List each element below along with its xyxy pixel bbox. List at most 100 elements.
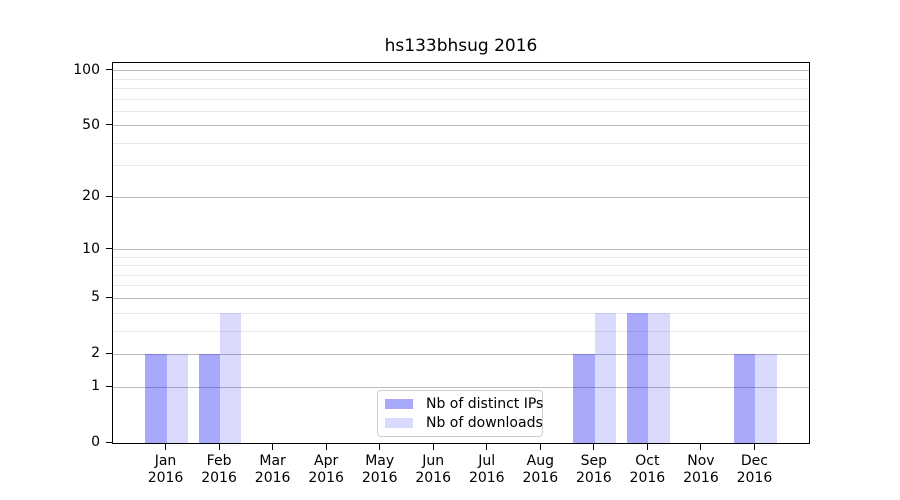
x-tick-month: Mar [259,453,286,469]
x-tick-year: 2016 [201,470,237,486]
x-tick-month: May [365,453,395,469]
x-tick-year: 2016 [415,470,452,486]
minor-gridline [113,312,809,314]
y-axis: 0 1 2 5 10 20 50 100 [0,61,112,450]
x-tick-month: Jun [422,453,445,469]
legend-label: Nb of distinct IPs [426,396,544,412]
x-tick-mark [646,444,648,450]
x-tick-year: 2016 [147,470,184,486]
y-tick-mark [106,248,112,250]
minor-gridline [113,78,809,80]
x-tick-year: 2016 [576,470,612,486]
major-gridline [113,70,809,72]
minor-gridline [113,142,809,144]
minor-gridline [113,274,809,276]
y-tick-mark [106,195,112,197]
x-tick-year: 2016 [468,470,505,486]
plot-area [112,62,810,444]
bar [145,354,167,443]
x-tick-mark [165,444,167,450]
x-tick-month: Apr [314,453,339,469]
x-tick-month: Sep [580,453,608,469]
y-tick-label: 50 [82,116,100,133]
x-tick-label: Mar 2016 [255,453,291,487]
minor-gridline [113,87,809,89]
y-tick-mark [106,352,112,354]
x-tick-year: 2016 [683,470,719,486]
x-tick-mark [272,444,274,450]
x-tick-label: Jan 2016 [148,453,184,487]
bar [648,313,670,443]
minor-gridline [113,330,809,332]
bar [755,354,777,443]
legend-swatch [385,399,413,409]
y-tick-label: 10 [82,240,100,257]
x-tick-label: May 2016 [362,453,398,487]
x-tick-month: Oct [635,453,660,469]
minor-gridline [113,165,809,167]
y-tick-label: 5 [91,289,100,306]
y-tick-label: 100 [73,61,100,78]
y-tick-mark [106,124,112,126]
x-tick-year: 2016 [736,470,773,486]
major-gridline [113,196,809,198]
x-tick-year: 2016 [522,470,559,486]
x-tick-month: Aug [526,453,554,469]
x-tick-mark [379,444,381,450]
x-tick-month: Jan [154,453,177,469]
x-tick-mark [753,444,755,450]
major-gridline [113,386,809,388]
x-tick-mark [593,444,595,450]
x-tick-mark [325,444,327,450]
x-tick-label: Dec 2016 [737,453,773,487]
x-tick-year: 2016 [308,470,344,486]
major-gridline [113,297,809,299]
x-tick-label: Apr 2016 [308,453,344,487]
x-tick-mark [218,444,220,450]
minor-gridline [113,265,809,267]
y-tick-label: 0 [91,434,100,450]
x-tick-mark [700,444,702,450]
bar [198,354,221,443]
x-tick-month: Dec [740,453,768,469]
legend-item: Nb of downloads [385,415,543,431]
x-tick-month: Nov [687,453,715,469]
x-tick-mark [432,444,434,450]
x-tick-year: 2016 [361,470,398,486]
minor-gridline [113,98,809,100]
y-tick-mark [106,69,112,71]
x-tick-year: 2016 [629,470,666,486]
x-tick-label: Aug 2016 [522,453,558,487]
y-tick-label: 2 [91,345,100,362]
x-tick-mark [486,444,488,450]
x-tick-label: Oct 2016 [630,453,666,487]
x-tick-label: Jul 2016 [469,453,505,487]
x-tick-label: Nov 2016 [683,453,719,487]
y-tick-mark [106,385,112,387]
legend: Nb of distinct IPs Nb of downloads [377,390,543,437]
minor-gridline [113,256,809,258]
x-tick-mark [539,444,541,450]
y-tick-mark [106,441,112,443]
legend-label: Nb of downloads [426,415,543,431]
x-tick-label: Feb 2016 [201,453,237,487]
chart-title: hs133bhsug 2016 [384,36,538,56]
y-tick-label: 20 [82,188,100,205]
legend-swatch [385,418,413,428]
x-tick-label: Sep 2016 [576,453,612,487]
y-tick-label: 1 [91,378,100,395]
x-tick-month: Jul [478,453,496,469]
bar [626,313,649,443]
legend-item: Nb of distinct IPs [385,396,543,412]
major-gridline [113,125,809,127]
bar [166,354,188,443]
major-gridline [113,353,809,355]
minor-gridline [113,285,809,287]
major-gridline [113,249,809,251]
x-tick-month: Feb [206,453,232,469]
bar [594,313,617,443]
y-tick-mark [106,296,112,298]
x-tick-label: Jun 2016 [415,453,451,487]
bar [573,354,595,443]
